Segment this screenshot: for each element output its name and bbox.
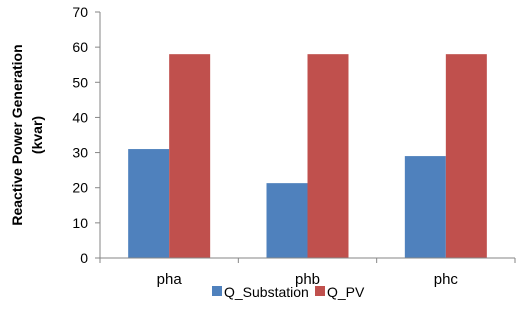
bar-q-substation-phb	[266, 183, 308, 258]
legend-swatch	[212, 286, 222, 296]
x-tick-label: phb	[295, 271, 320, 288]
x-axis-ticks: pha phb phc	[99, 258, 516, 288]
legend: Q_Substation Q_PV	[212, 284, 365, 300]
bar-q-pv-phc	[445, 54, 487, 258]
legend-label: Q_Substation	[224, 284, 309, 300]
y-tick-label: 10	[72, 215, 88, 231]
y-axis-ticks: 0 10 20 30 40 50 60 70	[72, 4, 100, 266]
bar-q-substation-phc	[404, 156, 446, 258]
bar-q-pv-pha	[169, 54, 211, 258]
y-axis-title-line-1: Reactive Power Generation	[9, 44, 25, 225]
y-axis-title: Reactive Power Generation (kvar)	[9, 44, 45, 225]
x-tick-label: pha	[157, 271, 183, 288]
y-tick-label: 70	[72, 4, 88, 20]
y-tick-label: 40	[72, 109, 88, 125]
bars	[128, 54, 487, 258]
y-tick-label: 50	[72, 74, 88, 90]
y-tick-label: 0	[80, 250, 88, 266]
y-tick-label: 60	[72, 39, 88, 55]
bar-q-substation-pha	[128, 149, 170, 258]
legend-label: Q_PV	[327, 284, 365, 300]
y-tick-label: 30	[72, 145, 88, 161]
x-tick-label: phc	[434, 271, 459, 288]
legend-swatch	[315, 286, 325, 296]
y-axis-title-line-2: (kvar)	[29, 116, 45, 154]
y-tick-label: 20	[72, 180, 88, 196]
bar-q-pv-phb	[307, 54, 349, 258]
